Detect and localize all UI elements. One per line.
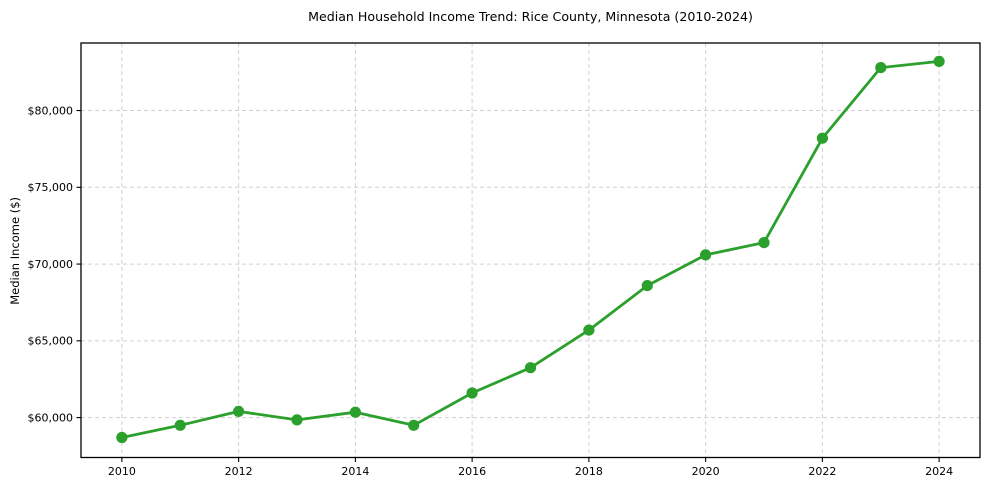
y-tick-label: $65,000 bbox=[28, 335, 74, 348]
x-tick-label: 2016 bbox=[458, 465, 486, 478]
data-point bbox=[875, 62, 887, 74]
income-trend-line bbox=[120, 60, 941, 439]
chart-title: Median Household Income Trend: Rice Coun… bbox=[308, 9, 753, 24]
data-point bbox=[466, 387, 478, 399]
data-point bbox=[524, 362, 537, 374]
x-tick-label: 2018 bbox=[575, 465, 603, 478]
y-tick-label: $70,000 bbox=[28, 258, 74, 271]
y-tick-label: $75,000 bbox=[28, 181, 74, 194]
y-tick-label: $60,000 bbox=[28, 411, 74, 424]
data-point bbox=[758, 237, 770, 249]
x-tick-label: 2022 bbox=[808, 465, 836, 478]
data-point bbox=[233, 405, 245, 417]
data-point bbox=[291, 414, 303, 426]
plot-border bbox=[80, 42, 981, 459]
data-point bbox=[933, 55, 945, 67]
x-tick-label: 2010 bbox=[108, 465, 136, 478]
x-tick-label: 2014 bbox=[341, 465, 369, 478]
data-point bbox=[583, 324, 595, 336]
data-point bbox=[116, 431, 128, 444]
data-point bbox=[700, 249, 712, 261]
x-tick-label: 2012 bbox=[225, 465, 253, 478]
y-tick-label: $80,000 bbox=[28, 104, 74, 117]
x-tick-label: 2020 bbox=[692, 465, 720, 478]
data-point bbox=[174, 419, 186, 431]
data-point bbox=[816, 132, 829, 144]
data-point bbox=[349, 406, 361, 418]
data-point bbox=[408, 419, 420, 431]
data-point bbox=[641, 280, 653, 292]
x-tick-label: 2024 bbox=[925, 465, 953, 478]
